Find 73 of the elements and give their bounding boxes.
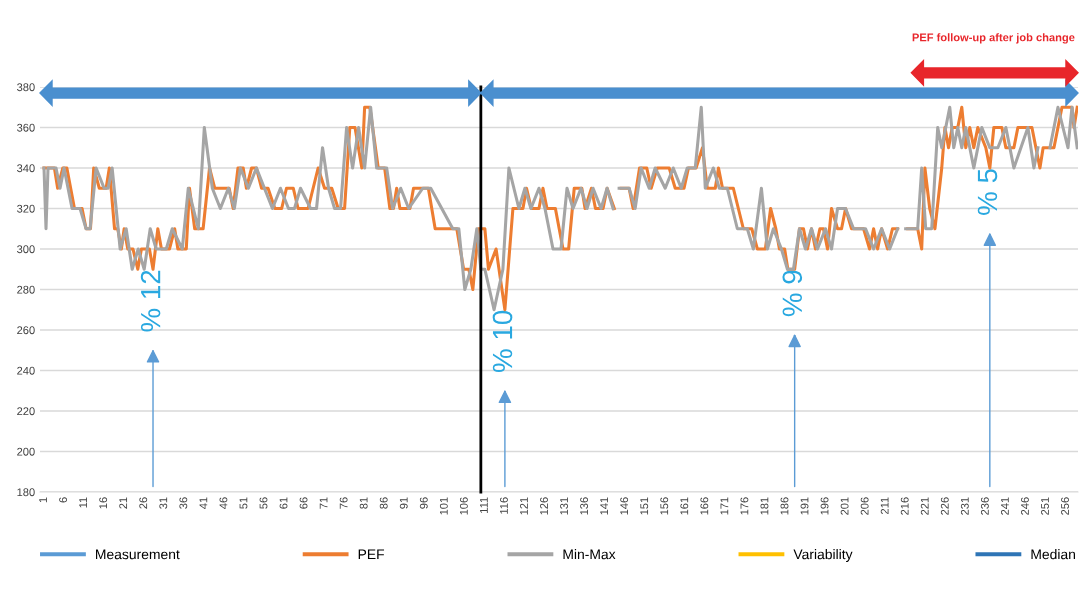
y-tick-label: 340	[17, 164, 35, 173]
x-tick-label: 186	[780, 497, 789, 515]
annotation: % 5	[977, 169, 998, 215]
x-tick-label: 161	[680, 497, 689, 515]
x-tick-label: 121	[520, 497, 528, 515]
y-tick-label: 200	[17, 447, 35, 456]
x-tick-label: 66	[299, 497, 308, 509]
x-tick-label: 141	[600, 497, 608, 515]
y-tick-label: 260	[17, 326, 35, 335]
x-tick-label: 131	[560, 497, 568, 515]
x-tick-label: 226	[940, 497, 949, 515]
annotation: % 10	[492, 310, 513, 373]
y-tick-label: 220	[17, 407, 35, 416]
x-tick-label: 246	[1021, 497, 1029, 515]
x-tick-label: 166	[700, 497, 709, 515]
annotation: % 9	[782, 270, 803, 317]
x-tick-label: 206	[860, 497, 869, 515]
x-tick-label: 251	[1041, 497, 1049, 515]
legend-label: Min-Max	[563, 549, 616, 560]
x-tick-label: 241	[1000, 497, 1009, 515]
x-tick-label: 236	[980, 497, 989, 515]
y-tick-label: 320	[17, 204, 35, 213]
x-tick-label: 51	[239, 497, 248, 509]
x-tick-label: 176	[740, 497, 749, 515]
x-tick-label: 1	[39, 497, 47, 503]
x-tick-label: 221	[920, 497, 929, 515]
x-tick-label: 191	[800, 497, 809, 515]
x-tick-label: 81	[359, 497, 368, 509]
y-tick-label: 240	[17, 366, 35, 375]
x-tick-label: 36	[179, 497, 188, 509]
y-tick-label: 380	[17, 83, 35, 92]
x-tick-label: 156	[660, 497, 669, 515]
x-tick-label: 181	[760, 497, 769, 515]
x-tick-label: 106	[459, 497, 468, 515]
y-tick-label: 300	[17, 245, 35, 254]
x-tick-label: 111	[480, 497, 488, 513]
x-tick-label: 46	[219, 497, 228, 509]
y-tick-label: 280	[17, 285, 35, 294]
legend-label: Variability	[793, 549, 853, 562]
x-tick-label: 26	[139, 497, 148, 509]
x-tick-label: 101	[439, 497, 448, 515]
legend-label: Median	[1031, 549, 1075, 560]
text: PEF follow-up after job change	[912, 33, 1075, 44]
x-tick-label: 96	[419, 497, 428, 509]
x-tick-label: 196	[820, 497, 829, 515]
y-tick-label: 360	[17, 123, 35, 132]
x-tick-label: 91	[399, 497, 408, 509]
legend-label: Measurement	[96, 549, 180, 560]
x-tick-label: 61	[279, 497, 288, 509]
x-tick-label: 41	[199, 497, 208, 509]
x-tick-label: 6	[59, 497, 68, 503]
x-tick-label: 86	[379, 497, 388, 509]
x-tick-label: 231	[960, 497, 969, 515]
x-tick-label: 211	[880, 497, 889, 515]
x-tick-label: 201	[840, 497, 849, 515]
x-tick-label: 256	[1061, 497, 1069, 515]
x-tick-label: 146	[620, 497, 629, 515]
y-tick-label: 180	[17, 488, 35, 497]
x-tick-label: 11	[79, 497, 87, 508]
x-tick-label: 116	[500, 497, 508, 514]
x-tick-label: 71	[319, 497, 328, 509]
x-tick-label: 216	[900, 497, 909, 515]
legend-label: PEF	[358, 549, 385, 560]
x-tick-label: 171	[720, 497, 729, 515]
x-tick-label: 126	[540, 497, 548, 515]
x-tick-label: 31	[159, 497, 168, 509]
x-tick-label: 76	[339, 497, 348, 509]
x-tick-label: 16	[99, 497, 108, 509]
x-tick-label: 21	[119, 497, 128, 509]
x-tick-label: 56	[259, 497, 268, 509]
x-tick-label: 136	[580, 497, 589, 515]
annotation: % 12	[140, 270, 161, 332]
x-tick-label: 151	[640, 497, 649, 515]
